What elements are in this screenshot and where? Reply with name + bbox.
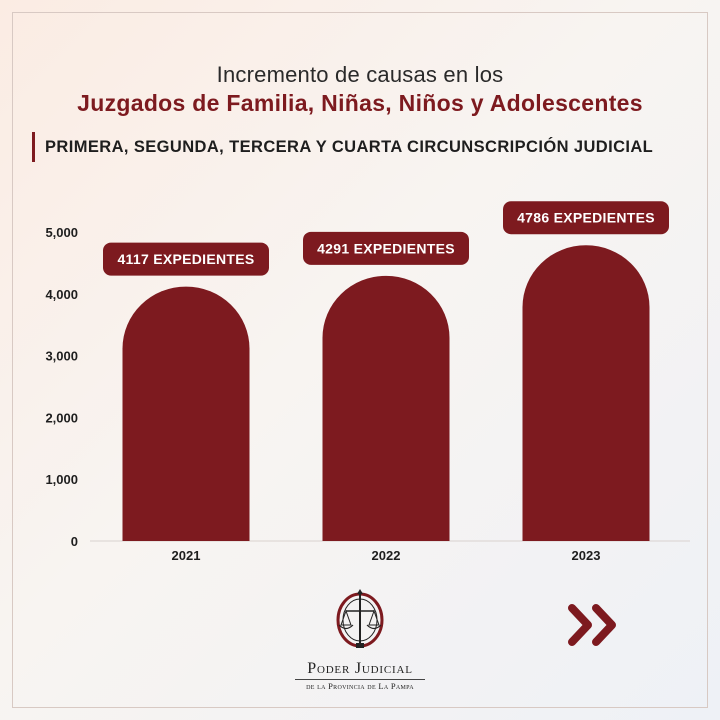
data-label-badge: [503, 201, 669, 235]
page-frame: [12, 12, 708, 708]
y-tick-label: 3,000: [45, 349, 78, 364]
x-tick-label: 2022: [372, 548, 401, 563]
subtitle-block: PRIMERA, SEGUNDA, TERCERA Y CUARTA CIRCU…: [32, 132, 653, 162]
scales-of-justice-icon: [336, 589, 384, 648]
x-tick-label: 2021: [172, 548, 201, 563]
data-label-badge: [103, 242, 269, 276]
bar-2023: [522, 245, 650, 541]
double-chevron-right-icon[interactable]: [566, 600, 628, 650]
y-tick-label: 2,000: [45, 410, 78, 425]
y-tick-label: 5,000: [45, 225, 78, 240]
x-tick-label: 2023: [572, 548, 601, 563]
y-tick-label: 0: [71, 534, 78, 549]
bar-2022: [322, 275, 450, 541]
data-label: 4117 EXPEDIENTES: [117, 251, 254, 267]
title-line-2: Juzgados de Familia, Niñas, Niños y Adol…: [77, 90, 643, 116]
y-tick-label: 1,000: [45, 472, 78, 487]
bar-chart: 0 1,000 2,000 3,000 4,000 5,000 2021 4117 EXPED…: [45, 201, 690, 563]
bar-2021: [122, 286, 250, 541]
subtitle: PRIMERA, SEGUNDA, TERCERA Y CUARTA CIRCU…: [45, 137, 654, 156]
y-tick-label: 4,000: [45, 287, 78, 302]
title-line-1: Incremento de causas en los: [216, 62, 504, 87]
data-label-badge: [303, 231, 469, 265]
data-label: 4291 EXPEDIENTES: [317, 240, 455, 256]
brand-subtitle: de la Provincia de La Pampa: [295, 679, 425, 691]
data-label: 4786 EXPEDIENTES: [517, 210, 655, 226]
brand-name: Poder Judicial: [307, 660, 413, 677]
